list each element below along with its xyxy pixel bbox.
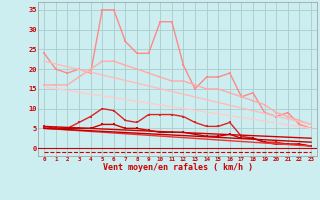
X-axis label: Vent moyen/en rafales ( km/h ): Vent moyen/en rafales ( km/h ) [103, 164, 252, 172]
